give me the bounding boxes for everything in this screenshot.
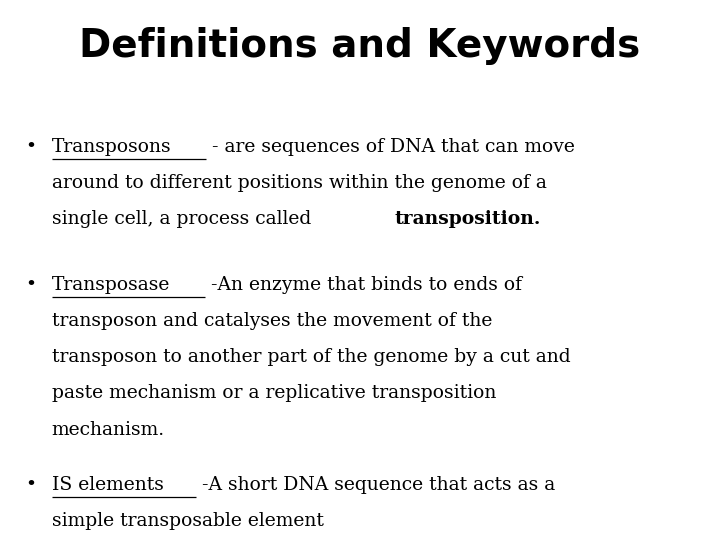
Text: single cell, a process called: single cell, a process called — [52, 210, 317, 228]
Text: simple transposable element: simple transposable element — [52, 512, 324, 530]
Text: •: • — [25, 138, 36, 156]
Text: transposition.: transposition. — [394, 210, 541, 228]
Text: paste mechanism or a replicative transposition: paste mechanism or a replicative transpo… — [52, 384, 496, 402]
Text: transposon to another part of the genome by a cut and: transposon to another part of the genome… — [52, 348, 570, 366]
Text: •: • — [25, 276, 36, 294]
Text: •: • — [25, 476, 36, 494]
Text: IS elements: IS elements — [52, 476, 163, 494]
Text: Transposase: Transposase — [52, 276, 170, 294]
Text: -An enzyme that binds to ends of: -An enzyme that binds to ends of — [204, 276, 521, 294]
Text: around to different positions within the genome of a: around to different positions within the… — [52, 174, 546, 192]
Text: transposon and catalyses the movement of the: transposon and catalyses the movement of… — [52, 312, 492, 330]
Text: Definitions and Keywords: Definitions and Keywords — [79, 27, 641, 65]
Text: - are sequences of DNA that can move: - are sequences of DNA that can move — [206, 138, 575, 156]
Text: Transposons: Transposons — [52, 138, 171, 156]
Text: mechanism.: mechanism. — [52, 421, 165, 438]
Text: -A short DNA sequence that acts as a: -A short DNA sequence that acts as a — [196, 476, 555, 494]
